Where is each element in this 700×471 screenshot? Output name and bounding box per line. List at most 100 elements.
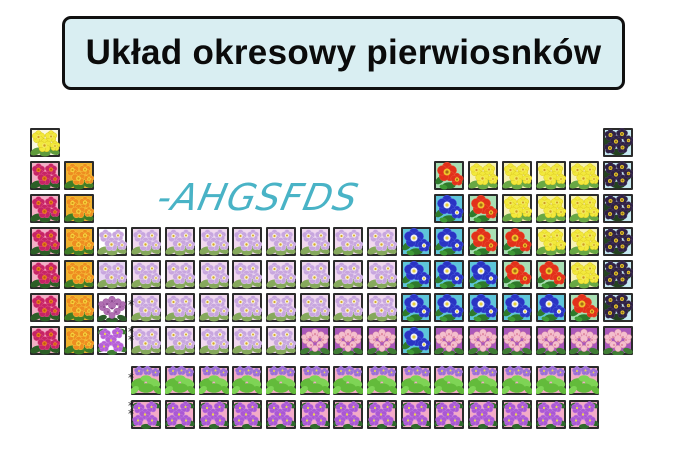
flower-cell-period-6-col6 <box>198 293 229 322</box>
lavender-flower-icon <box>299 262 330 289</box>
flower-cell-period-5-col2 <box>63 260 94 289</box>
flower-cell-period-5-col13 <box>434 260 465 289</box>
lavender-flower-icon <box>266 295 296 322</box>
flower-cell-actinide-row-col14 <box>468 400 499 429</box>
flower-cell-period-6-col16 <box>535 293 566 322</box>
flower-cell-period-5-col16 <box>535 260 566 289</box>
flower-cell-period-4-col18 <box>602 227 633 256</box>
flower-cell-period-2-col13 <box>434 161 465 190</box>
flower-cell-period-7-col16 <box>535 326 566 355</box>
flower-cell-period-3-col18 <box>602 194 633 223</box>
flower-cell-period-7-col6 <box>198 326 229 355</box>
flower-cell-period-4-col6 <box>198 227 229 256</box>
lavender-flower-icon <box>232 328 263 355</box>
yellow-flower-icon <box>569 163 600 190</box>
flower-cell-period-5-col6 <box>198 260 229 289</box>
green_leafy-flower-icon <box>164 366 195 395</box>
flower-cell-period-6-col11 <box>367 293 397 322</box>
violet_pink-flower-icon <box>131 401 161 429</box>
lavender-flower-icon <box>266 229 296 256</box>
flower-cell-period-4-col15 <box>501 227 532 256</box>
flower-cell-actinide-row-col4 <box>131 400 162 429</box>
green_leafy-flower-icon <box>232 366 263 395</box>
flower-cell-period-7-col12 <box>400 326 431 355</box>
f-block-marker-period-6: * <box>128 298 134 312</box>
flower-cell-period-7-col8 <box>265 326 296 355</box>
flower-cell-period-4-col5 <box>164 227 195 256</box>
green_leafy-flower-icon <box>333 366 364 395</box>
flower-cell-period-3-col17 <box>569 194 600 223</box>
flower-cell-period-5-col18 <box>602 260 633 289</box>
violet_pink-flower-icon <box>502 401 532 429</box>
violet_pink-flower-icon <box>299 401 330 429</box>
blue-flower-icon <box>435 260 464 289</box>
dark-flower-icon <box>603 293 633 321</box>
flower-cell-period-7-col2 <box>63 326 94 355</box>
flower-cell-period-2-col2 <box>63 161 94 190</box>
lavender-flower-icon <box>299 229 330 256</box>
lavender-flower-icon <box>232 295 263 322</box>
flower-cell-period-2-col14 <box>468 161 499 190</box>
flower-cell-period-2-col17 <box>569 161 600 190</box>
flower-cell-actinide-row-col15 <box>501 400 532 429</box>
flower-cell-period-7-col1 <box>30 326 60 355</box>
green_leafy-flower-icon <box>535 366 566 395</box>
flower-cell-lanthanide-row-col4 <box>131 366 162 395</box>
flower-cell-lanthanide-row-col11 <box>367 366 397 395</box>
flower-cell-period-6-col9 <box>299 293 330 322</box>
flower-cell-period-5-col1 <box>30 260 60 289</box>
flower-cell-lanthanide-row-col9 <box>299 366 330 395</box>
flower-cell-period-1-col18 <box>602 128 633 157</box>
lavender-flower-icon <box>165 229 195 256</box>
lavender-flower-icon <box>131 328 162 355</box>
flower-cell-lanthanide-row-col10 <box>333 366 364 395</box>
flower-cell-period-4-col12 <box>400 227 431 256</box>
flower-cell-period-3-col13 <box>434 194 465 223</box>
lavender-flower-icon <box>232 229 263 256</box>
lavender_lilac-flower-icon <box>97 262 128 289</box>
flower-cell-period-6-col2 <box>63 293 94 322</box>
violet_pink-flower-icon <box>434 401 465 429</box>
green_leafy-flower-icon <box>468 366 499 395</box>
flower-cell-lanthanide-row-col5 <box>164 366 195 395</box>
green_leafy-flower-icon <box>569 366 600 395</box>
red-flower-icon <box>469 227 498 256</box>
flower-cell-period-4-col17 <box>569 227 600 256</box>
yellow-flower-icon <box>569 196 600 223</box>
flower-cell-period-4-col7 <box>232 227 263 256</box>
lavender-flower-icon <box>333 262 364 289</box>
pink_cluster-flower-icon <box>603 328 633 355</box>
pink_cluster-flower-icon <box>434 328 465 355</box>
flower-cell-period-2-col15 <box>501 161 532 190</box>
violet-flower-icon <box>97 327 128 355</box>
magenta-flower-icon <box>30 196 60 223</box>
lavender-flower-icon <box>266 262 296 289</box>
lavender-flower-icon <box>333 229 364 256</box>
flower-cell-period-5-col14 <box>468 260 499 289</box>
lavender-flower-icon <box>131 229 162 256</box>
dark-flower-icon <box>603 260 633 288</box>
f-block-marker-actinide-row: * * <box>128 399 134 421</box>
lavender-flower-icon <box>131 262 162 289</box>
flower-cell-period-4-col1 <box>30 227 60 256</box>
flower-cell-lanthanide-row-col6 <box>198 366 229 395</box>
flower-cell-period-3-col1 <box>30 194 60 223</box>
lavender-flower-icon <box>333 295 364 322</box>
pink_cluster-flower-icon <box>299 328 330 355</box>
magenta-flower-icon <box>30 295 60 322</box>
red-flower-icon <box>570 293 599 322</box>
blue-flower-icon <box>469 260 498 289</box>
green_leafy-flower-icon <box>434 366 465 395</box>
flower-cell-period-6-col17 <box>569 293 600 322</box>
hydrangea-flower-icon <box>97 295 128 322</box>
red-flower-icon <box>503 260 532 289</box>
flower-cell-actinide-row-col8 <box>265 400 296 429</box>
flower-cell-period-7-col9 <box>299 326 330 355</box>
orange-flower-icon <box>64 328 94 355</box>
dark-flower-icon <box>603 194 633 222</box>
lavender-flower-icon <box>266 328 296 355</box>
flower-cell-period-7-col17 <box>569 326 600 355</box>
flower-cell-period-5-col5 <box>164 260 195 289</box>
lavender-flower-icon <box>198 328 229 355</box>
yellow-flower-icon <box>535 229 566 256</box>
